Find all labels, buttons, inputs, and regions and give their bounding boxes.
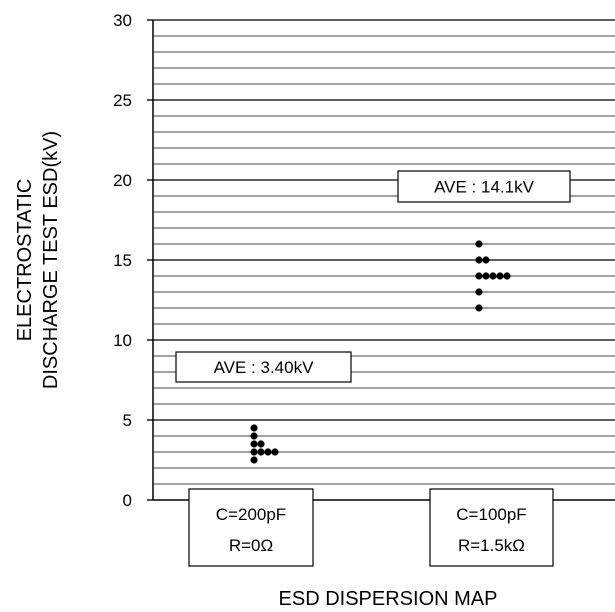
y-axis-title-line1: ELECTROSTATIC	[14, 179, 36, 342]
category-box	[429, 488, 554, 567]
y-tick-label: 30	[113, 11, 132, 30]
data-point	[264, 448, 272, 456]
data-point	[489, 272, 497, 280]
category-boxes: C=200pF R=0Ω C=100pF R=1.5kΩ	[188, 488, 554, 567]
data-point	[250, 432, 258, 440]
category-label-line2: R=1.5kΩ	[458, 536, 525, 555]
category-label-line1: C=100pF	[456, 505, 526, 524]
data-point	[475, 304, 483, 312]
grid-lines	[153, 19, 615, 485]
data-point	[475, 240, 483, 248]
average-label: AVE : 3.40kV	[214, 358, 315, 377]
average-box	[397, 170, 571, 203]
data-point	[271, 448, 279, 456]
data-point	[475, 256, 483, 264]
data-point	[496, 272, 504, 280]
category-label-line2: R=0Ω	[229, 536, 273, 555]
data-point	[482, 256, 490, 264]
data-point	[475, 288, 483, 296]
y-tick-label: 0	[123, 491, 132, 510]
data-point	[257, 448, 265, 456]
y-tick-label: 5	[123, 411, 132, 430]
average-label: AVE : 14.1kV	[434, 178, 535, 197]
data-point	[503, 272, 511, 280]
category-box	[188, 488, 314, 567]
y-tick-label: 20	[113, 171, 132, 190]
average-labels: AVE : 3.40kV AVE : 14.1kV	[175, 170, 571, 383]
data-point	[250, 448, 258, 456]
y-tick-labels: 0 5 10 15 20 25 30	[113, 11, 132, 510]
data-points	[250, 240, 511, 464]
data-point	[475, 272, 483, 280]
data-point	[482, 272, 490, 280]
data-point	[257, 440, 265, 448]
y-tick-label: 10	[113, 331, 132, 350]
data-point	[250, 424, 258, 432]
average-box	[175, 351, 352, 383]
y-tick-label: 25	[113, 91, 132, 110]
x-axis-title: ESD DISPERSION MAP	[279, 588, 498, 610]
y-axis-title-line2: DISCHARGE TEST ESD(kV)	[40, 131, 62, 389]
data-point	[250, 456, 258, 464]
data-point	[250, 440, 258, 448]
category-label-line1: C=200pF	[216, 505, 286, 524]
y-tick-label: 15	[113, 251, 132, 270]
